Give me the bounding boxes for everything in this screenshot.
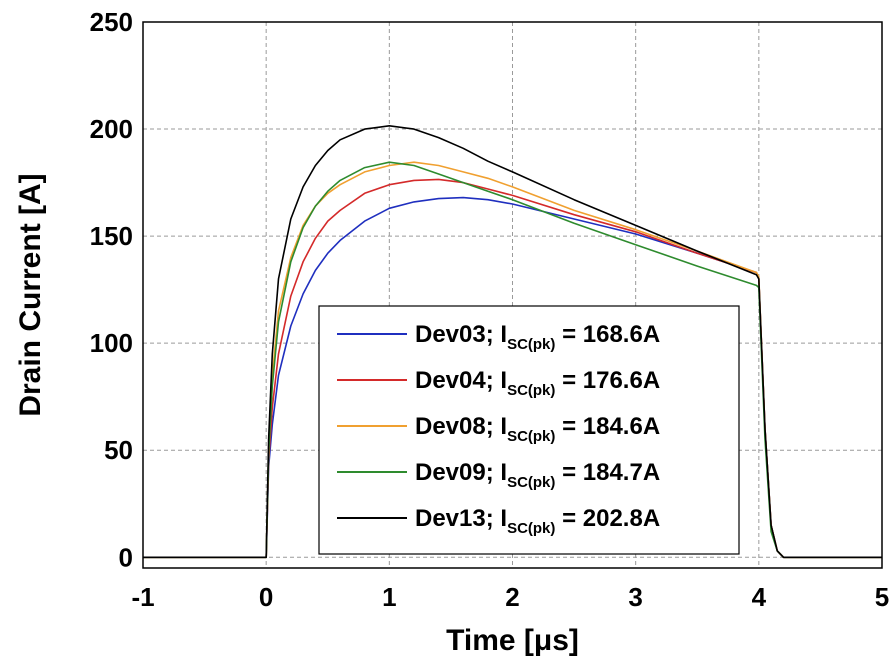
legend-entry: Dev08; ISC(pk) = 184.6A [415, 413, 660, 445]
legend-label: Dev09; I [415, 459, 507, 486]
series-line-5 [143, 125, 882, 559]
legend-entry: Dev09; ISC(pk) = 184.7A [415, 459, 660, 491]
legend-label-value: = 168.6A [555, 321, 660, 348]
x-tick-label: 5 [875, 582, 889, 612]
legend-label: Dev04; I [415, 367, 507, 394]
y-axis-label: Drain Current [A] [14, 173, 47, 416]
legend-entry: Dev13; ISC(pk) = 202.8A [415, 505, 660, 537]
x-axis-label: Time [μs] [446, 624, 579, 657]
legend-label-value: = 202.8A [555, 505, 660, 532]
y-tick-label: 0 [119, 542, 133, 572]
legend-label-value: = 184.7A [555, 459, 660, 486]
x-tick-label: 1 [382, 582, 396, 612]
x-tick-labels: -1 0 1 2 3 4 5 [131, 582, 889, 612]
legend-label: Dev08; I [415, 413, 507, 440]
y-tick-labels: 0 50 100 150 200 250 [90, 7, 133, 572]
x-tick-label: 0 [259, 582, 273, 612]
y-tick-label: 250 [90, 7, 133, 37]
plot-frame [142, 21, 883, 569]
legend-label-subscript: SC(pk) [507, 428, 555, 445]
legend-label-subscript: SC(pk) [507, 520, 555, 537]
legend-label-value: = 184.6A [555, 413, 660, 440]
legend-label-value: = 176.6A [555, 367, 660, 394]
x-tick-label: 2 [505, 582, 519, 612]
series-lines [143, 125, 882, 559]
legend-entry: Dev04; ISC(pk) = 176.6A [415, 367, 660, 399]
legend-label-subscript: SC(pk) [507, 382, 555, 399]
x-tick-label: -1 [131, 582, 154, 612]
x-tick-label: 4 [752, 582, 767, 612]
x-tick-label: 3 [628, 582, 642, 612]
legend-label: Dev03; I [415, 321, 507, 348]
legend-entry: Dev03; ISC(pk) = 168.6A [415, 321, 660, 353]
y-tick-label: 100 [90, 328, 133, 358]
legend-label: Dev13; I [415, 505, 507, 532]
legend-label-subscript: SC(pk) [507, 336, 555, 353]
y-tick-label: 200 [90, 114, 133, 144]
y-tick-label: 150 [90, 221, 133, 251]
y-tick-label: 50 [104, 435, 133, 465]
legend-label-subscript: SC(pk) [507, 474, 555, 491]
legend-box [318, 305, 740, 555]
